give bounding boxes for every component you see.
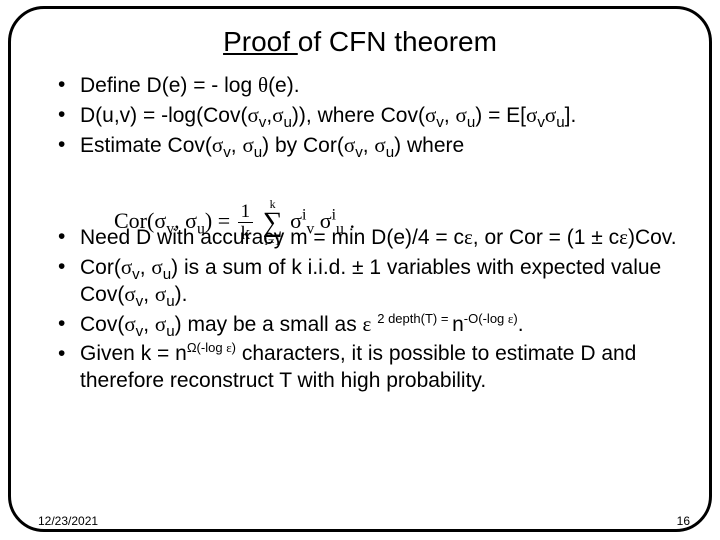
bullet-4: Need D with accuracy m = min D(e)/4 = cε… (58, 224, 684, 252)
slide: Proof of CFN theorem Define D(e) = - log… (0, 0, 720, 540)
bullet-1: Define D(e) = - log θ(e). (58, 72, 684, 100)
footer-date: 12/23/2021 (38, 514, 98, 528)
bullet-list-bottom: Need D with accuracy m = min D(e)/4 = cε… (28, 224, 692, 395)
title-rest: of CFN theorem (298, 26, 497, 57)
footer-page: 16 (677, 514, 690, 528)
bullet-2: D(u,v) = -log(Cov(σv,σu)), where Cov(σv,… (58, 102, 684, 130)
bullet-7: Given k = nΩ(-log ε) characters, it is p… (58, 341, 684, 395)
title-underlined: Proof (223, 26, 298, 57)
bullet-list-top: Define D(e) = - log θ(e). D(u,v) = -log(… (28, 72, 692, 160)
frac-num: 1 (238, 202, 254, 223)
bullet-6: Cov(σv, σu) may be a small as ε 2 depth(… (58, 311, 684, 339)
slide-title: Proof of CFN theorem (28, 26, 692, 58)
bullet-3: Estimate Cov(σv, σu) by Cor(σv, σu) wher… (58, 132, 684, 160)
bullet-5: Cor(σv, σu) is a sum of k i.i.d. ± 1 var… (58, 254, 684, 310)
